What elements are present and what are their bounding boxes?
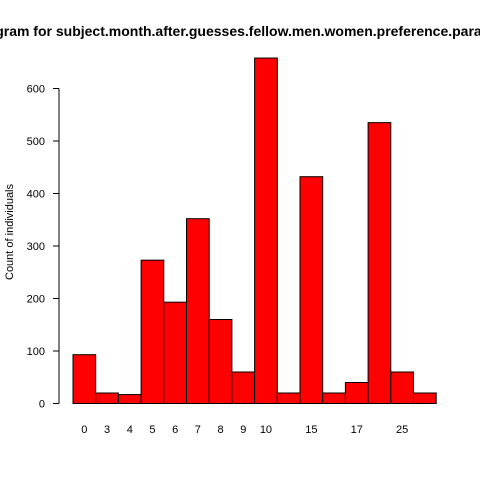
y-tick-label: 600 [27, 84, 45, 96]
bars-group [72, 57, 437, 405]
histogram-bar [322, 392, 346, 404]
y-tick-label: 300 [27, 241, 45, 253]
y-axis-label: Count of individuals [4, 184, 16, 281]
histogram-bar [254, 57, 278, 405]
x-tick-label: 3 [104, 424, 110, 436]
histogram-bar [186, 218, 210, 404]
x-tick-label: 6 [172, 424, 178, 436]
y-tick-label: 400 [27, 189, 45, 201]
histogram-bar [344, 382, 369, 404]
x-tick-label: 5 [149, 424, 155, 436]
x-tick-label: 25 [396, 424, 408, 436]
x-tick-label: 0 [81, 424, 87, 436]
histogram-bar [117, 394, 142, 405]
x-tick-labels: 0 3 4 5 6 7 8 9 10 15 17 25 [81, 424, 408, 436]
histogram-bar [299, 176, 324, 404]
chart-title: Histogram for subject.month.after.guesse… [0, 23, 480, 39]
histogram-bar [72, 354, 97, 404]
histogram-bar [208, 319, 233, 404]
y-tick-label: 500 [27, 136, 45, 148]
x-tick-label: 15 [305, 424, 317, 436]
histogram-bar [140, 259, 165, 405]
x-tick-label: 4 [127, 424, 133, 436]
histogram-bar [413, 392, 437, 404]
histogram-bar [95, 392, 119, 404]
y-tick-label: 200 [27, 294, 45, 306]
x-tick-label: 9 [240, 424, 246, 436]
histogram-bar [276, 392, 301, 404]
y-tick-label: 100 [27, 346, 45, 358]
histogram-bar [163, 301, 188, 404]
histogram-bar [367, 122, 392, 405]
y-tick-label: 0 [39, 399, 45, 411]
histogram-bar [231, 371, 256, 404]
x-tick-label: 17 [351, 424, 363, 436]
x-tick-label: 8 [217, 424, 223, 436]
x-tick-label: 7 [195, 424, 201, 436]
x-tick-label: 10 [260, 424, 272, 436]
histogram-bar [390, 371, 414, 404]
y-axis: 0 100 200 300 400 500 600 [27, 84, 60, 411]
